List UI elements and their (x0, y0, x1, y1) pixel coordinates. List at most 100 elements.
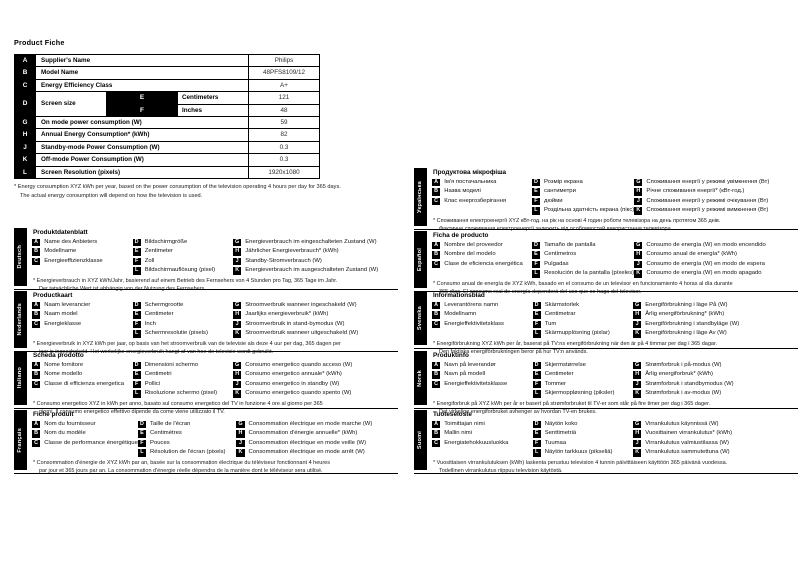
code-badge-c: C (432, 320, 441, 329)
row-value-f: 48 (248, 103, 320, 118)
lang-row-text: Jährlicher Energieverbrauch* (kWh) (245, 248, 339, 255)
col2-spacer (533, 291, 634, 301)
lang-row-text: Näytön tarkkuus (pikseliä) (544, 449, 613, 456)
lang-row: G Stroomverbruik wanneer ingeschakeld (W) (233, 301, 398, 311)
lang-row: B Navn på modell (432, 370, 533, 380)
language-heading: Fiche produit (33, 411, 74, 418)
lang-row: C Classe de performance énergétique (32, 439, 138, 449)
lang-row-text: Роздільна здатність екрана (пікс) (544, 207, 635, 214)
code-badge-e: E (132, 371, 141, 379)
row-value-b: 48PFS8109/12 (248, 66, 320, 80)
code-badge-l: L (132, 330, 141, 338)
language-footnote: * Consommation d'énergie de XYZ kWh par … (32, 459, 398, 476)
lang-row-text: Consommation électrique en mode marche (… (248, 420, 373, 427)
language-tab[interactable]: Deutsch (14, 228, 27, 286)
lang-row-text: Toimittajan nimi (444, 420, 485, 427)
lang-row-text: Nombre del proveedor (444, 241, 503, 248)
code-badge-b: B (32, 371, 41, 379)
language-tab-label: Deutsch (17, 245, 23, 269)
language-col-3: G Strømforbruk i på-modus (W) H Årlig energ… (633, 351, 798, 399)
code-badge-l: L (531, 270, 541, 278)
lang-row-text: Årlig energiförbrukning* (kWh) (645, 311, 725, 318)
lang-row: F Pouces (137, 439, 237, 449)
code-badge-l: L (137, 449, 147, 457)
language-tab[interactable]: Suomi (414, 410, 427, 470)
lang-row: G Споживання енергії у режимі увімкнення … (634, 178, 798, 188)
language-inner: Italiano Scheda prodotto A Nome fornitore B N… (14, 351, 398, 417)
language-tab-label: Italiano (17, 367, 23, 389)
row-value-j: 0.3 (248, 140, 320, 155)
section-divider (14, 473, 398, 474)
lang-row: H Consumo anual de energía* (kWh) (634, 250, 798, 260)
table-row: H Annual Energy Consumption* (kWh) 82 (14, 128, 320, 142)
lang-row: D Dimensioni schermo (132, 361, 234, 371)
lang-row-text: Näytön koko (544, 420, 578, 427)
lang-row-text: Skärmupplösning (pixlar) (544, 330, 610, 337)
language-tab[interactable]: Français (14, 410, 27, 470)
language-tab[interactable]: Nederlands (14, 291, 27, 348)
col3-spacer (233, 351, 398, 361)
code-badge-e: E (137, 430, 147, 438)
code-badge-b: B (432, 430, 441, 438)
lang-row-text: Stroomverbruik wanneer ingeschakeld (W) (245, 301, 357, 308)
code-badge-a: A (432, 241, 441, 250)
language-tab-label: Svenska (417, 305, 423, 331)
section-divider (14, 289, 398, 290)
language-footnote-line-2: giorni. Il consumo energetico effettivo … (39, 409, 225, 416)
language-tab[interactable]: Norsk (414, 351, 427, 405)
col3-spacer (236, 410, 398, 420)
language-section-espa-ol: Español Ficha de producto A Nombre del prov… (414, 231, 798, 297)
language-tab[interactable]: Svenska (414, 291, 427, 345)
row-code-e: E (106, 91, 178, 105)
lang-row: D Bildschirmgröße (132, 238, 234, 248)
lang-row-text: Energieverbrauch im ausgeschalteten Zust… (245, 267, 379, 274)
lang-row: D Skärmstorlek (532, 301, 634, 311)
code-badge-g: G (633, 420, 642, 429)
language-footnote-line-2: Den faktiska energiförbrukningen beror p… (439, 349, 588, 356)
lang-row: A Ім'я постачальника (432, 178, 532, 188)
code-badge-b: B (432, 371, 441, 379)
lang-row-text: Consumo energetico in standby (W) (245, 380, 340, 387)
lang-row-text: Centímetros (544, 251, 577, 258)
lang-row: L Schermresolutie (pixels) (132, 329, 234, 339)
language-tab-label: Українська (417, 180, 423, 213)
code-badge-e: E (532, 311, 541, 319)
row-code-b: B (14, 66, 36, 80)
lang-row: K Споживання енергії у режимі вимкнення (… (634, 206, 798, 216)
lang-row: D Näytön koko (532, 420, 634, 430)
table-row: L Screen Resolution (pixels) 1920x1080 (14, 165, 320, 180)
page-title: Product Fiche (14, 38, 65, 47)
code-badge-h: H (236, 430, 245, 438)
row-code-c: C (14, 78, 36, 93)
lang-row-text: Tuumaa (544, 439, 567, 446)
code-badge-g: G (634, 178, 643, 187)
language-columns: Продуктова мікрофіша A Ім'я постачальника B… (432, 168, 798, 216)
code-badge-k: K (634, 270, 643, 278)
lang-row-text: Stroomverbruik in stand-bymodus (W) (245, 320, 345, 327)
lang-row: A Navn på leverandør (432, 361, 533, 371)
language-footnote-line-1: * Energieverbrauch in XYZ kWh/Jahr, basi… (33, 277, 338, 284)
lang-row: H Årlig energiforbruk* (kWh) (633, 370, 798, 380)
row-label-d: Screen size (35, 91, 107, 118)
lang-row: C Clase de eficiencia energética (432, 260, 532, 270)
language-section-nederlands: Nederlands Productkaart A Naam leverancier B… (14, 291, 398, 357)
language-footnote: * Energiforbruk på XYZ kWh per år er bas… (432, 400, 798, 417)
lang-row: K Consommation électrique en mode arrêt (… (236, 448, 398, 458)
language-col-2: D Bildschirmgröße E Zentimeter F Zoll L Bildsch… (132, 228, 234, 276)
section-divider (414, 291, 798, 292)
language-col-1: Scheda prodotto A Nome fornitore B Nome mode… (32, 351, 133, 399)
language-section-suomi: Suomi Tuoteseloste A Toimittajan nimi B Malli… (414, 410, 798, 476)
lang-row-text: Nom du modèle (44, 430, 86, 437)
lang-row-text: Strømforbruk i av-modus (W) (645, 390, 722, 397)
language-tab[interactable]: Italiano (14, 351, 27, 405)
lang-row-text: Naam leverancier (44, 301, 91, 308)
lang-row-text: Nombre del modelo (444, 251, 496, 258)
row-code-j: J (14, 140, 36, 155)
code-badge-a: A (32, 361, 41, 370)
code-badge-l: L (132, 267, 141, 275)
language-tab[interactable]: Español (414, 231, 427, 288)
language-tab[interactable]: Українська (414, 168, 427, 226)
language-col-2: D Skärmstorlek E Centimetrar F Tum L Skärmupplö… (532, 291, 634, 339)
code-badge-j: J (233, 320, 242, 329)
lang-row: C Energieeffizienzklasse (32, 257, 133, 267)
